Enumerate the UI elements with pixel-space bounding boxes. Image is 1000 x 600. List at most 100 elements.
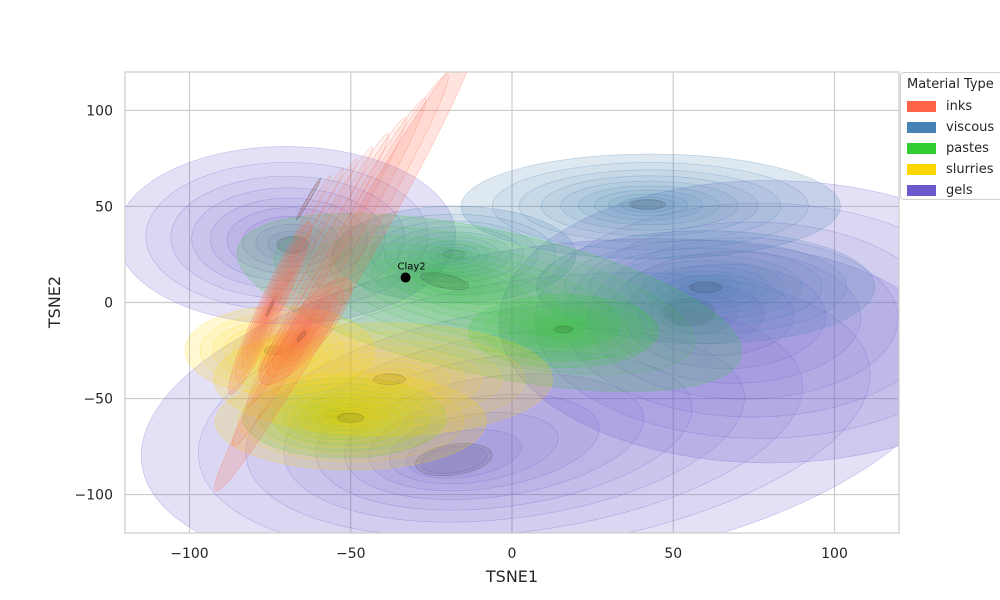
density-contour-slurries bbox=[223, 324, 333, 377]
y-axis-label: TSNE2 bbox=[45, 276, 64, 329]
density-contour-pastes bbox=[300, 400, 377, 431]
legend-item-pastes: pastes bbox=[907, 138, 999, 159]
density-contour-viscous bbox=[396, 231, 512, 278]
density-contour-gels bbox=[564, 221, 899, 418]
density-contour-gels bbox=[650, 284, 765, 345]
density-contour-inks bbox=[246, 258, 295, 358]
density-contour-gels bbox=[245, 302, 803, 533]
legend-label: slurries bbox=[946, 162, 994, 177]
legend: Material Type inks viscous pastes slurries g… bbox=[900, 72, 1000, 200]
density-contour-viscous bbox=[408, 236, 500, 273]
density-contour-slurries bbox=[288, 346, 483, 412]
density-contour-pastes bbox=[468, 294, 659, 368]
density-contour-pastes bbox=[320, 408, 351, 421]
density-contour-inks bbox=[259, 277, 353, 386]
density-contour-pastes bbox=[549, 324, 578, 336]
density-core-gels bbox=[415, 443, 493, 477]
density-contour-inks bbox=[297, 180, 320, 218]
series-gels bbox=[125, 146, 899, 533]
density-contour-gels bbox=[170, 175, 405, 299]
density-contour-viscous bbox=[518, 169, 782, 243]
density-contour-slurries bbox=[215, 372, 487, 471]
x-axis-label: TSNE1 bbox=[485, 567, 538, 586]
annotation-point bbox=[400, 272, 411, 283]
legend-swatch bbox=[907, 143, 936, 154]
density-contour-inks bbox=[214, 72, 475, 492]
density-contour-inks bbox=[232, 74, 449, 447]
legend-item-inks: inks bbox=[907, 96, 999, 117]
density-contour-pastes bbox=[509, 309, 619, 352]
legend-item-viscous: viscous bbox=[907, 117, 999, 138]
density-core-gels bbox=[276, 236, 310, 254]
density-contour-slurries bbox=[240, 333, 312, 368]
density-cluster-pastes bbox=[236, 213, 742, 392]
density-cluster-viscous bbox=[460, 153, 841, 260]
density-core-slurries bbox=[264, 345, 283, 356]
legend-label: pastes bbox=[946, 141, 989, 156]
density-cluster-gels bbox=[125, 146, 456, 325]
density-cluster-slurries bbox=[184, 305, 375, 396]
density-core-pastes bbox=[554, 325, 573, 334]
density-contour-gels bbox=[667, 300, 712, 324]
density-contour-viscous bbox=[331, 205, 577, 304]
density-contour-viscous bbox=[656, 270, 755, 304]
density-contour-inks bbox=[250, 267, 290, 349]
density-contour-inks bbox=[246, 98, 427, 407]
density-contour-pastes bbox=[273, 225, 695, 375]
density-contour-viscous bbox=[631, 199, 664, 210]
density-contour-viscous bbox=[383, 226, 524, 283]
density-contour-gels bbox=[255, 223, 328, 262]
y-tick-label: 100 bbox=[86, 103, 113, 119]
density-contour-slurries bbox=[265, 346, 282, 355]
series-pastes bbox=[236, 213, 742, 459]
density-contour-inks bbox=[297, 331, 306, 341]
density-contour-slurries bbox=[260, 343, 288, 358]
density-contour-slurries bbox=[352, 367, 424, 392]
density-contour-inks bbox=[267, 132, 390, 342]
density-contour-inks bbox=[281, 308, 326, 359]
density-contour-inks bbox=[289, 319, 317, 351]
density-cluster-slurries bbox=[215, 372, 487, 471]
x-tick-label: 50 bbox=[664, 546, 682, 562]
density-contour-inks bbox=[254, 275, 286, 341]
density-contour-pastes bbox=[305, 236, 654, 360]
density-contour-viscous bbox=[443, 250, 465, 259]
legend-swatch bbox=[907, 185, 936, 196]
density-contour-viscous bbox=[608, 193, 689, 217]
density-contour-pastes bbox=[370, 257, 559, 324]
y-tick-label: −50 bbox=[83, 392, 113, 408]
density-contour-inks bbox=[228, 221, 312, 395]
density-contour-viscous bbox=[418, 240, 490, 269]
y-tick-label: −100 bbox=[75, 488, 113, 504]
density-contour-gels bbox=[278, 237, 307, 253]
density-contour-viscous bbox=[681, 278, 730, 296]
density-contour-slurries bbox=[199, 313, 359, 388]
density-layer bbox=[125, 72, 899, 533]
density-contour-pastes bbox=[258, 383, 429, 452]
density-contour-gels bbox=[405, 429, 522, 479]
density-contour-viscous bbox=[436, 247, 472, 262]
density-contour-slurries bbox=[237, 380, 464, 462]
density-contour-viscous bbox=[642, 265, 769, 309]
density-contour-pastes bbox=[387, 262, 532, 314]
density-contour-slurries bbox=[267, 340, 502, 419]
density-core-pastes bbox=[420, 272, 469, 290]
density-contour-pastes bbox=[236, 213, 742, 392]
legend-swatch bbox=[907, 101, 936, 112]
density-contour-pastes bbox=[413, 270, 486, 297]
density-contour-inks bbox=[272, 295, 337, 370]
density-contour-slurries bbox=[287, 396, 415, 443]
density-contour-inks bbox=[266, 286, 344, 377]
density-contour-slurries bbox=[184, 305, 375, 396]
density-contour-pastes bbox=[543, 321, 584, 338]
legend-swatch bbox=[907, 164, 936, 175]
density-contour-pastes bbox=[282, 393, 400, 440]
x-tick-label: 0 bbox=[508, 546, 517, 562]
density-contour-gels bbox=[659, 292, 738, 334]
density-contour-gels bbox=[343, 373, 644, 501]
density-contour-viscous bbox=[369, 220, 539, 289]
density-cluster-viscous bbox=[331, 205, 577, 304]
density-cluster-pastes bbox=[468, 294, 659, 368]
density-contour-gels bbox=[420, 445, 487, 474]
